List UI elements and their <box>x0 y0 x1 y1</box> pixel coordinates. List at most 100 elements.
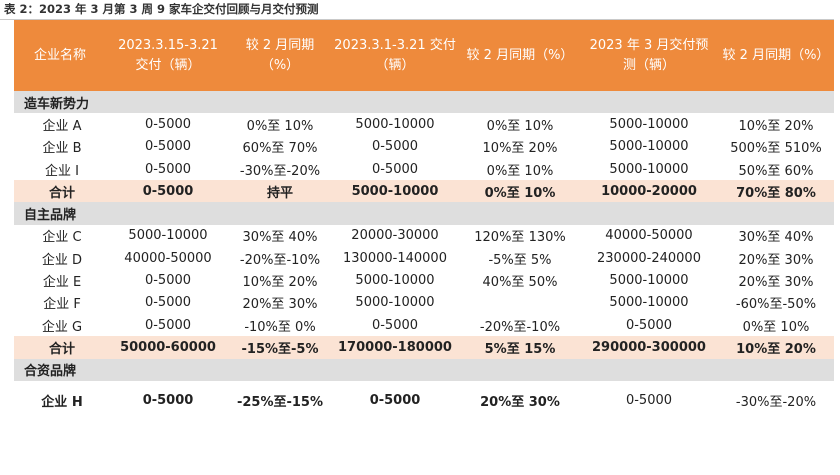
table-cell: 30%至 40% <box>738 230 814 246</box>
table-cell: 0-5000 <box>142 392 194 408</box>
total-cell: 70%至 80% <box>718 180 834 203</box>
table-cell: 0-5000 <box>144 295 192 311</box>
table-cell: 500%至 510% <box>730 141 822 157</box>
table-cell: -30%至-20% <box>735 394 817 410</box>
table-cell: -5%至 5% <box>488 252 552 268</box>
section-row: 造车新势力 <box>14 91 834 114</box>
total-row: 合计 50000-60000 -15%至-5% 170000-180000 5%… <box>14 336 834 359</box>
header-company: 企业名称 <box>14 20 106 91</box>
table-row: 企业 I 0-5000 -30%至-20% 0-5000 0%至 10% 500… <box>14 158 834 180</box>
table-cell: 5000-10000 <box>355 295 435 311</box>
total-cell: 170000-180000 <box>330 336 460 359</box>
table-cell: 20%至 30% <box>480 394 560 410</box>
table-cell: 0-5000 <box>144 161 192 177</box>
header-mtd-change: 较 2 月同期（%） <box>460 20 580 91</box>
company-name: 企业 A <box>42 118 82 134</box>
total-cell: 10000-20000 <box>580 180 718 203</box>
table-cell: 0-5000 <box>371 317 419 333</box>
delivery-table: 企业名称 2023.3.15-3.21 交付（辆） 较 2 月同期（%） 202… <box>14 20 834 411</box>
table-cell: 40%至 50% <box>482 275 558 291</box>
table-cell: -20%至-10% <box>239 252 321 268</box>
section-title: 自主品牌 <box>14 202 106 225</box>
table-cell: -10%至 0% <box>244 319 316 335</box>
table-cell: 0-5000 <box>625 317 673 333</box>
company-name: 企业 I <box>45 163 79 179</box>
company-name: 企业 E <box>42 275 82 291</box>
total-cell: 持平 <box>230 180 330 203</box>
company-name: 企业 F <box>43 297 81 313</box>
table-cell: 20%至 30% <box>738 275 814 291</box>
section-row: 自主品牌 <box>14 202 834 225</box>
table-cell: 0%至 10% <box>246 118 314 134</box>
header-weekly-change: 较 2 月同期（%） <box>230 20 330 91</box>
company-name: 企业 C <box>42 230 82 246</box>
table-cell: -25%至-15% <box>236 394 324 410</box>
company-name: 企业 D <box>41 252 83 268</box>
table-row: 企业 H 0-5000 -25%至-15% 0-5000 20%至 30% 0-… <box>14 389 834 411</box>
company-name: 企业 H <box>41 394 83 410</box>
table-cell <box>460 292 580 314</box>
table-cell: 40000-50000 <box>605 228 693 244</box>
total-cell: 290000-300000 <box>580 336 718 359</box>
total-cell: 5000-10000 <box>330 180 460 203</box>
table-cell: 0-5000 <box>371 161 419 177</box>
table-row: 企业 A 0-5000 0%至 10% 5000-10000 0%至 10% 5… <box>14 113 834 135</box>
table-cell: 40000-50000 <box>124 250 212 266</box>
header-row: 企业名称 2023.3.15-3.21 交付（辆） 较 2 月同期（%） 202… <box>14 20 834 91</box>
table-cell: 0-5000 <box>144 139 192 155</box>
table-cell: 5000-10000 <box>609 139 689 155</box>
header-mtd-delivery: 2023.3.1-3.21 交付（辆） <box>330 20 460 91</box>
table-row: 企业 G 0-5000 -10%至 0% 0-5000 -20%至-10% 0-… <box>14 314 834 336</box>
header-weekly-delivery: 2023.3.15-3.21 交付（辆） <box>106 20 230 91</box>
table-cell: 130000-140000 <box>343 250 447 266</box>
header-month-forecast: 2023 年 3 月交付预测（辆） <box>580 20 718 91</box>
table-cell: 30%至 40% <box>242 230 318 246</box>
table-cell: 0-5000 <box>144 116 192 132</box>
total-cell: 10%至 20% <box>718 336 834 359</box>
row-spacer <box>14 381 834 389</box>
table-row: 企业 F 0-5000 20%至 30% 5000-10000 5000-100… <box>14 292 834 314</box>
table-cell: 60%至 70% <box>242 141 318 157</box>
caption-divider <box>0 19 834 20</box>
table-cell: 5000-10000 <box>609 295 689 311</box>
company-name: 企业 G <box>41 319 83 335</box>
total-cell: 5%至 15% <box>460 336 580 359</box>
table-cell: -60%至-50% <box>735 297 817 313</box>
table-cell: 0-5000 <box>144 273 192 289</box>
table-cell: 20%至 30% <box>242 297 318 313</box>
table-cell: -30%至-20% <box>239 163 321 179</box>
table-cell: 10%至 20% <box>242 275 318 291</box>
total-label: 合计 <box>14 180 106 203</box>
table-cell: 0%至 10% <box>486 118 554 134</box>
table-cell: 20%至 30% <box>738 252 814 268</box>
table-cell: 10%至 20% <box>482 141 558 157</box>
table-cell: 0-5000 <box>371 139 419 155</box>
total-cell: 0-5000 <box>106 180 230 203</box>
table-cell: -20%至-10% <box>479 319 561 335</box>
table-row: 企业 C 5000-10000 30%至 40% 20000-30000 120… <box>14 225 834 247</box>
table-row: 企业 E 0-5000 10%至 20% 5000-10000 40%至 50%… <box>14 269 834 291</box>
table-cell: 5000-10000 <box>355 273 435 289</box>
table-cell: 5000-10000 <box>355 116 435 132</box>
table-cell: 5000-10000 <box>609 273 689 289</box>
table-cell: 20000-30000 <box>351 228 439 244</box>
total-cell: 0%至 10% <box>460 180 580 203</box>
table-cell: 5000-10000 <box>609 116 689 132</box>
table-cell: 5000-10000 <box>128 228 208 244</box>
section-title: 造车新势力 <box>14 91 106 114</box>
table-caption: 表 2：2023 年 3 月第 3 周 9 家车企交付回顾与月交付预测 <box>4 2 319 16</box>
table-cell: 0-5000 <box>144 317 192 333</box>
total-cell: 50000-60000 <box>106 336 230 359</box>
table-cell: 0-5000 <box>369 392 421 408</box>
company-name: 企业 B <box>42 141 82 157</box>
table-cell: 0%至 10% <box>742 319 810 335</box>
total-cell: -15%至-5% <box>230 336 330 359</box>
table-cell: 5000-10000 <box>609 161 689 177</box>
table-cell: 0%至 10% <box>486 163 554 179</box>
table-cell: 50%至 60% <box>738 163 814 179</box>
table-row: 企业 D 40000-50000 -20%至-10% 130000-140000… <box>14 247 834 269</box>
table-cell: 10%至 20% <box>738 118 814 134</box>
table-row: 企业 B 0-5000 60%至 70% 0-5000 10%至 20% 500… <box>14 136 834 158</box>
total-row: 合计 0-5000 持平 5000-10000 0%至 10% 10000-20… <box>14 180 834 203</box>
table-cell: 120%至 130% <box>474 230 566 246</box>
